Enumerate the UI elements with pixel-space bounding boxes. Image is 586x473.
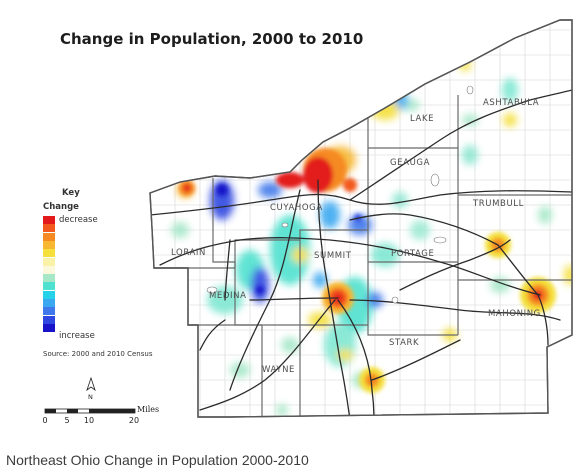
map-title: Change in Population, 2000 to 2010 (60, 30, 364, 48)
legend-swatch (43, 274, 55, 283)
county-label-wayne: WAYNE (262, 365, 296, 375)
county-label-mahoning: MAHONING (488, 309, 541, 319)
county-label-summit: SUMMIT (314, 251, 352, 261)
legend-swatch (43, 232, 55, 241)
scale-tick-label: 10 (83, 416, 95, 425)
county-label-stark: STARK (389, 338, 420, 348)
legend-swatch (43, 257, 55, 266)
county-label-cuyahoga: CUYAHOGA (270, 203, 323, 213)
legend-swatch (43, 216, 55, 224)
county-label-lorain: LORAIN (171, 248, 206, 258)
county-label-portage: PORTAGE (391, 249, 435, 259)
county-label-lake: LAKE (410, 114, 435, 124)
county-label-trumbull: TRUMBULL (473, 199, 524, 209)
legend-swatch (43, 224, 55, 233)
legend-increase-label: increase (59, 331, 95, 341)
legend-swatch (43, 307, 55, 316)
legend-title: Key (62, 188, 80, 198)
county-label-medina: MEDINA (209, 291, 247, 301)
county-boundaries (154, 95, 572, 417)
source-note: Source: 2000 and 2010 Census (43, 350, 153, 358)
population-change-map: Change in Population, 2000 to 2010 ASHTA… (42, 19, 573, 425)
region-border (149, 19, 573, 418)
scale-tick-label: 0 (42, 416, 48, 425)
scale-bar (44, 408, 136, 414)
scale-tick-label: 20 (128, 416, 140, 425)
legend-decrease-label: decrease (59, 215, 98, 225)
lakes (206, 85, 474, 304)
legend-swatch (43, 290, 55, 299)
legend-swatch (43, 240, 55, 249)
legend-swatch (43, 265, 55, 274)
legend-swatch (43, 299, 55, 307)
legend-swatch (43, 315, 55, 324)
highways (150, 89, 572, 417)
legend-swatch (43, 282, 55, 291)
legend-subtitle: Change (43, 202, 79, 212)
legend-swatch (43, 323, 55, 332)
scale-unit-label: Miles (137, 405, 160, 414)
legend-swatch (43, 249, 55, 258)
map-canvas (44, 19, 573, 418)
north-arrow (86, 376, 96, 392)
population-change-heat (171, 59, 572, 416)
county-label-ashtabula: ASHTABULA (483, 98, 540, 108)
county-label-geauga: GEAUGA (390, 158, 430, 168)
north-arrow-label: N (88, 393, 93, 401)
figure-caption: Northeast Ohio Change in Population 2000… (6, 452, 309, 468)
scale-tick-label: 5 (64, 416, 70, 425)
